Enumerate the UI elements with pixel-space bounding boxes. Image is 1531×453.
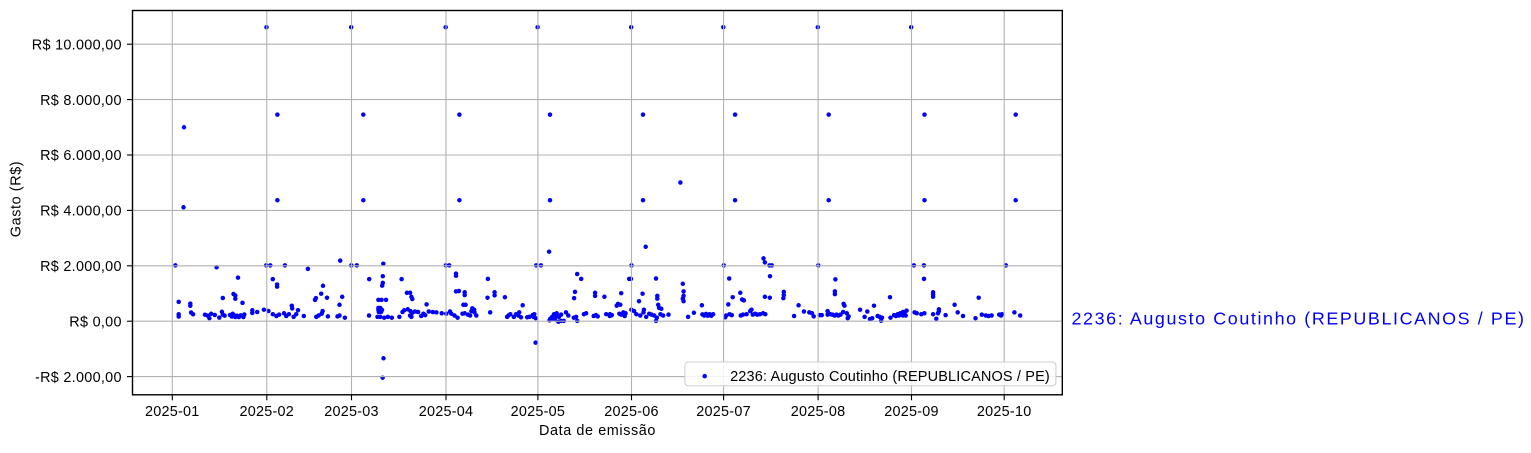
svg-text:2025-02: 2025-02 (240, 404, 295, 420)
svg-text:Gasto (R$): Gasto (R$) (9, 161, 25, 237)
svg-text:2025-06: 2025-06 (604, 404, 659, 420)
svg-text:R$ 0,00: R$ 0,00 (69, 314, 122, 330)
svg-text:R$ 2.000,00: R$ 2.000,00 (40, 259, 122, 275)
svg-text:R$ 6.000,00: R$ 6.000,00 (40, 148, 122, 164)
svg-text:-R$ 2.000,00: -R$ 2.000,00 (35, 370, 122, 386)
svg-text:2025-09: 2025-09 (884, 404, 939, 420)
svg-text:2025-01: 2025-01 (145, 404, 200, 420)
svg-text:2025-10: 2025-10 (977, 404, 1032, 420)
svg-text:Data de emissão: Data de emissão (539, 423, 656, 439)
svg-text:R$ 4.000,00: R$ 4.000,00 (40, 204, 122, 220)
svg-text:R$ 10.000,00: R$ 10.000,00 (32, 37, 122, 53)
svg-text:2025-05: 2025-05 (511, 404, 566, 420)
svg-text:2236: Augusto Coutinho (REPUBL: 2236: Augusto Coutinho (REPUBLICANOS / P… (730, 369, 1050, 385)
svg-text:2025-08: 2025-08 (791, 404, 846, 420)
svg-text:2236: Augusto Coutinho (REPUBL: 2236: Augusto Coutinho (REPUBLICANOS / P… (1072, 309, 1526, 329)
svg-text:2025-03: 2025-03 (324, 404, 379, 420)
svg-text:R$ 8.000,00: R$ 8.000,00 (40, 93, 122, 109)
svg-text:2025-04: 2025-04 (419, 404, 474, 420)
svg-text:2025-07: 2025-07 (696, 404, 751, 420)
